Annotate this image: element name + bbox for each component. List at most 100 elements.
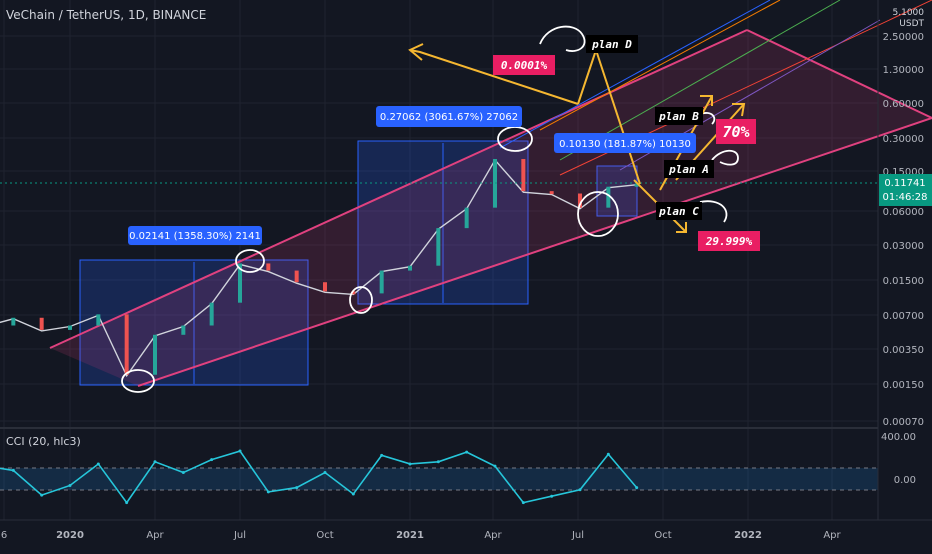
cci-point — [550, 494, 554, 498]
measurement-labels: 0.02141 (1358.30%) 2141 0.27062 (3061.67… — [128, 106, 696, 245]
time-tick-label: Apr — [484, 530, 502, 541]
measure-label-3-bg — [554, 133, 696, 153]
plan-labels: plan D plan B plan A plan C 70% 29.999% … — [493, 35, 760, 251]
cci-point — [465, 450, 469, 454]
cci-point — [351, 492, 355, 496]
time-tick-label: 2022 — [734, 530, 762, 541]
circle-plan-a-curl — [711, 149, 739, 166]
price-tick-label: 0.15000 — [883, 167, 924, 178]
price-point — [464, 207, 469, 229]
cci-tick-label: 0.00 — [894, 475, 916, 486]
time-tick-label: Oct — [654, 530, 671, 541]
cci-point — [493, 464, 497, 468]
price-point — [521, 159, 526, 192]
price-point — [323, 282, 327, 292]
fan-line-blue — [499, 0, 771, 149]
price-tick-label: 0.06000 — [883, 207, 924, 218]
measure-label-3: 0.10130 (181.87%) 10130 — [559, 139, 691, 150]
price-point — [408, 265, 412, 271]
price-point — [238, 263, 242, 303]
axis-top-tick: 5.1000 — [892, 8, 925, 18]
cci-point — [210, 458, 214, 462]
price-tick-label: 0.03000 — [883, 241, 924, 252]
price-point — [351, 291, 356, 295]
cci-point — [380, 453, 384, 457]
price-point — [436, 228, 441, 266]
price-point — [549, 191, 554, 195]
price-tick-label: 0.60000 — [883, 99, 924, 110]
plan-d-bg — [586, 35, 638, 53]
cci-point — [266, 490, 270, 494]
cci-point — [40, 493, 44, 497]
plan-b-bg — [655, 107, 703, 125]
price-point — [181, 325, 186, 335]
time-axis[interactable]: 6 2020 Apr Jul Oct 2021 Apr Jul Oct 2022 Apr — [1, 530, 842, 541]
arrow-plan-c-head — [676, 222, 687, 233]
price-point — [578, 193, 582, 208]
price-point — [266, 263, 271, 271]
axis-unit-block: 5.1000 USDT — [880, 8, 925, 30]
arrow-plan-d-head — [408, 43, 424, 61]
current-price-tag: 0.11741 — [884, 178, 925, 189]
current-price-tag-bg — [879, 174, 932, 206]
price-point — [11, 317, 16, 326]
cci-point — [181, 471, 185, 475]
circle-mar-2020-low — [121, 369, 155, 393]
circle-plan-c-curl — [699, 200, 728, 223]
countdown-tag: 01:46:28 — [883, 192, 928, 203]
price-point — [39, 317, 44, 330]
price-point — [124, 314, 129, 375]
cci-title[interactable]: CCI (20, hlc3) — [6, 435, 81, 448]
circle-plan-d-curl — [539, 25, 586, 52]
time-tick-label: Jul — [233, 530, 246, 541]
price-tick-label: 0.01500 — [883, 276, 924, 287]
price-point — [153, 334, 157, 375]
cci-point — [635, 486, 639, 490]
price-axis[interactable]: 2.50000 1.30000 0.60000 0.30000 0.15000 0.060… — [883, 32, 924, 428]
price-point — [379, 270, 384, 294]
price-point — [606, 186, 611, 208]
channel-upper-line — [49, 29, 748, 349]
cci-point — [436, 460, 440, 464]
time-tick-label: 2020 — [56, 530, 84, 541]
cci-point — [11, 468, 15, 472]
price-point — [96, 314, 101, 326]
cci-series — [0, 449, 639, 505]
price-point — [68, 325, 72, 330]
plan-d-label: plan D — [591, 38, 632, 51]
time-tick-label: Oct — [316, 530, 333, 541]
fan-line-orange — [539, 0, 781, 131]
symbol-title[interactable]: VeChain / TetherUS, 1D, BINANCE — [6, 8, 207, 22]
cci-point — [578, 488, 582, 492]
cci-point — [96, 462, 100, 466]
cci-axis[interactable]: 400.00 0.00 — [881, 432, 916, 486]
cci-point — [323, 471, 327, 475]
pct-d-bg — [493, 55, 555, 75]
cci-point — [153, 460, 157, 464]
measure-label-1-bg — [128, 226, 262, 245]
price-tick-label: 0.00700 — [883, 311, 924, 322]
measure-label-2-bg — [376, 106, 522, 127]
axis-unit-label: USDT — [899, 19, 924, 29]
plan-c-label: plan C — [658, 205, 699, 218]
cci-point — [606, 452, 610, 456]
price-tick-label: 1.30000 — [883, 65, 924, 76]
cci-point — [238, 449, 242, 453]
pct-d-label: 0.0001% — [501, 59, 548, 72]
measure-label-2: 0.27062 (3061.67%) 27062 — [380, 112, 518, 123]
plan-b-label: plan B — [658, 110, 699, 123]
price-tick-label: 2.50000 — [883, 32, 924, 43]
plan-a-bg — [664, 160, 714, 178]
time-tick-label: Apr — [146, 530, 164, 541]
cci-band — [0, 468, 878, 490]
channel-fill — [50, 30, 932, 386]
cci-point — [295, 486, 299, 490]
pct-30-label: 29.999% — [705, 235, 753, 248]
measure-label-1: 0.02141 (1358.30%) 2141 — [129, 231, 261, 242]
circle-nov-2020-low — [349, 286, 373, 314]
time-tick-label: Jul — [571, 530, 584, 541]
cci-point — [68, 483, 72, 487]
channel-lower-line — [137, 117, 932, 387]
